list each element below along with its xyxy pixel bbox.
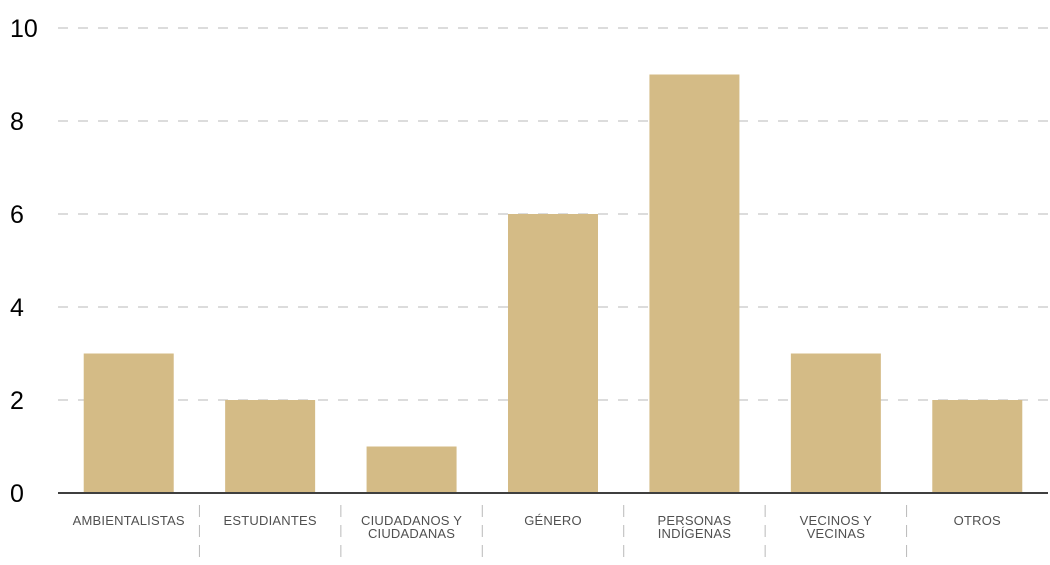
y-tick-label-6: 6	[10, 201, 24, 229]
x-tick-labels: AMBIENTALISTAS ESTUDIANTES CIUDADANOS Y CIU…	[73, 513, 1001, 541]
x-tick-label-line: PERSONAS	[658, 513, 732, 528]
y-tick-label-10: 10	[10, 15, 38, 43]
y-tick-labels: 0 2 4 6 8 10	[10, 15, 38, 508]
bars-layer	[83, 74, 1023, 493]
x-tick-label-line: AMBIENTALISTAS	[73, 513, 185, 528]
x-tick-label-line: VECINAS	[807, 526, 866, 541]
x-tick-label-line: CIUDADANAS	[368, 526, 455, 541]
x-tick-label-line: INDÍGENAS	[658, 526, 731, 541]
y-tick-label-4: 4	[10, 294, 24, 322]
x-tick-label-0: AMBIENTALISTAS	[73, 513, 185, 528]
x-tick-label-line: CIUDADANOS Y	[361, 513, 462, 528]
x-tick-label-5: VECINOS Y VECINAS	[800, 513, 872, 541]
x-tick-label-1: ESTUDIANTES	[224, 513, 317, 528]
x-tick-label-line: ESTUDIANTES	[224, 513, 317, 528]
x-tick-label-4: PERSONAS INDÍGENAS	[658, 513, 732, 541]
bar-2	[366, 446, 457, 493]
x-tick-label-line: GÉNERO	[524, 513, 582, 528]
grid-layer	[58, 27, 1048, 401]
bar-4	[649, 74, 740, 493]
x-tick-label-line: OTROS	[954, 513, 1001, 528]
bar-6	[932, 400, 1023, 493]
bar-5	[790, 353, 881, 493]
bar-1	[225, 400, 316, 493]
x-tick-label-line: VECINOS Y	[800, 513, 872, 528]
x-tick-label-3: GÉNERO	[524, 513, 582, 528]
x-tick-label-2: CIUDADANOS Y CIUDADANAS	[361, 513, 462, 541]
bar-3	[508, 214, 598, 493]
y-tick-label-0: 0	[10, 480, 24, 508]
axis-layer	[58, 492, 1048, 565]
y-tick-label-8: 8	[10, 108, 24, 136]
bar-0	[83, 353, 174, 493]
y-tick-label-2: 2	[10, 387, 24, 415]
x-tick-label-6: OTROS	[954, 513, 1001, 528]
